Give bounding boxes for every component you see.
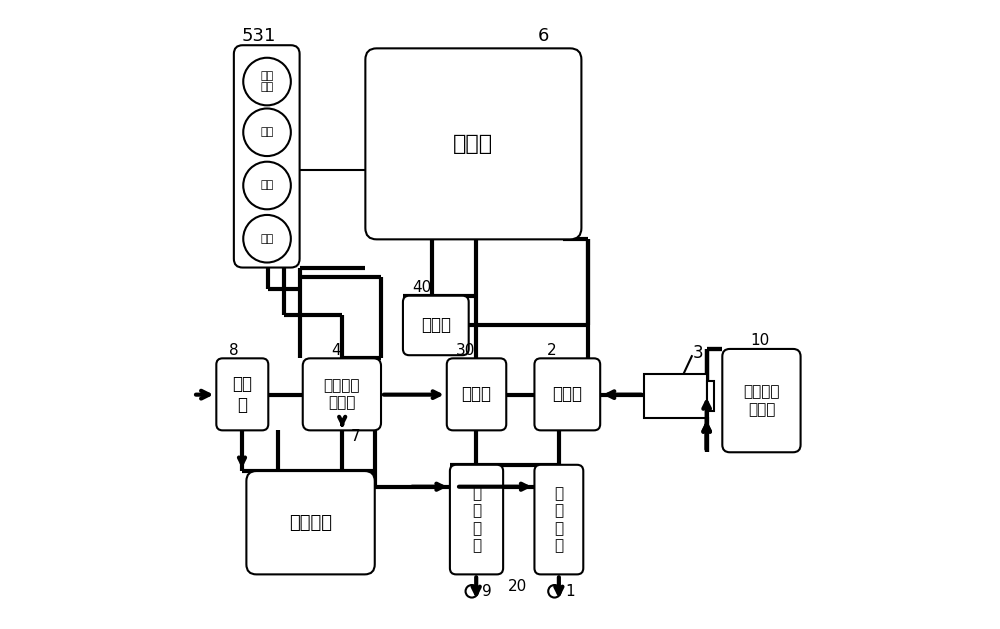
FancyBboxPatch shape (246, 471, 375, 574)
Text: 抽液泵: 抽液泵 (552, 386, 582, 403)
Text: 空气泵: 空气泵 (421, 316, 451, 335)
Text: 30: 30 (456, 343, 476, 359)
Text: 1: 1 (565, 584, 575, 599)
FancyBboxPatch shape (447, 359, 506, 430)
Text: 手动
杀菌: 手动 杀菌 (260, 70, 274, 92)
Text: 7: 7 (351, 429, 361, 444)
FancyBboxPatch shape (303, 359, 381, 430)
Text: 8: 8 (229, 343, 239, 359)
FancyBboxPatch shape (534, 359, 600, 430)
Circle shape (243, 215, 291, 262)
Text: 10: 10 (750, 333, 769, 348)
FancyBboxPatch shape (403, 296, 469, 355)
Text: 消毒液储
存容器: 消毒液储 存容器 (743, 384, 780, 417)
Text: 6: 6 (538, 27, 549, 45)
Text: 冲
洗
装
置: 冲 洗 装 置 (472, 486, 481, 553)
Text: 即热组件: 即热组件 (289, 514, 332, 532)
Bar (707, 381, 714, 411)
Text: 531: 531 (242, 27, 276, 45)
Text: 稳压
阀: 稳压 阀 (232, 375, 252, 414)
Circle shape (466, 585, 478, 598)
Text: 臀洗: 臀洗 (260, 181, 274, 191)
Text: 20: 20 (508, 579, 527, 594)
FancyBboxPatch shape (216, 359, 268, 430)
Text: 2: 2 (547, 343, 557, 359)
Circle shape (243, 162, 291, 209)
Text: 40: 40 (412, 280, 431, 295)
FancyBboxPatch shape (534, 465, 583, 574)
Circle shape (548, 585, 561, 598)
Circle shape (243, 108, 291, 156)
Text: 水幕: 水幕 (260, 127, 274, 137)
Text: 9: 9 (482, 584, 492, 599)
FancyBboxPatch shape (234, 45, 300, 267)
Text: 3: 3 (693, 344, 704, 362)
FancyBboxPatch shape (722, 349, 801, 452)
Text: 二位电磁
切换阀: 二位电磁 切换阀 (324, 378, 360, 411)
FancyBboxPatch shape (450, 465, 503, 574)
FancyBboxPatch shape (365, 48, 581, 240)
Bar (644, 374, 707, 418)
Text: 换向阀: 换向阀 (462, 386, 492, 403)
Text: 控制板: 控制板 (453, 134, 493, 154)
Text: 4: 4 (331, 343, 341, 359)
Text: 水
幕
喷
头: 水 幕 喷 头 (554, 486, 563, 553)
Circle shape (243, 58, 291, 105)
Text: 妇洗: 妇洗 (260, 234, 274, 243)
